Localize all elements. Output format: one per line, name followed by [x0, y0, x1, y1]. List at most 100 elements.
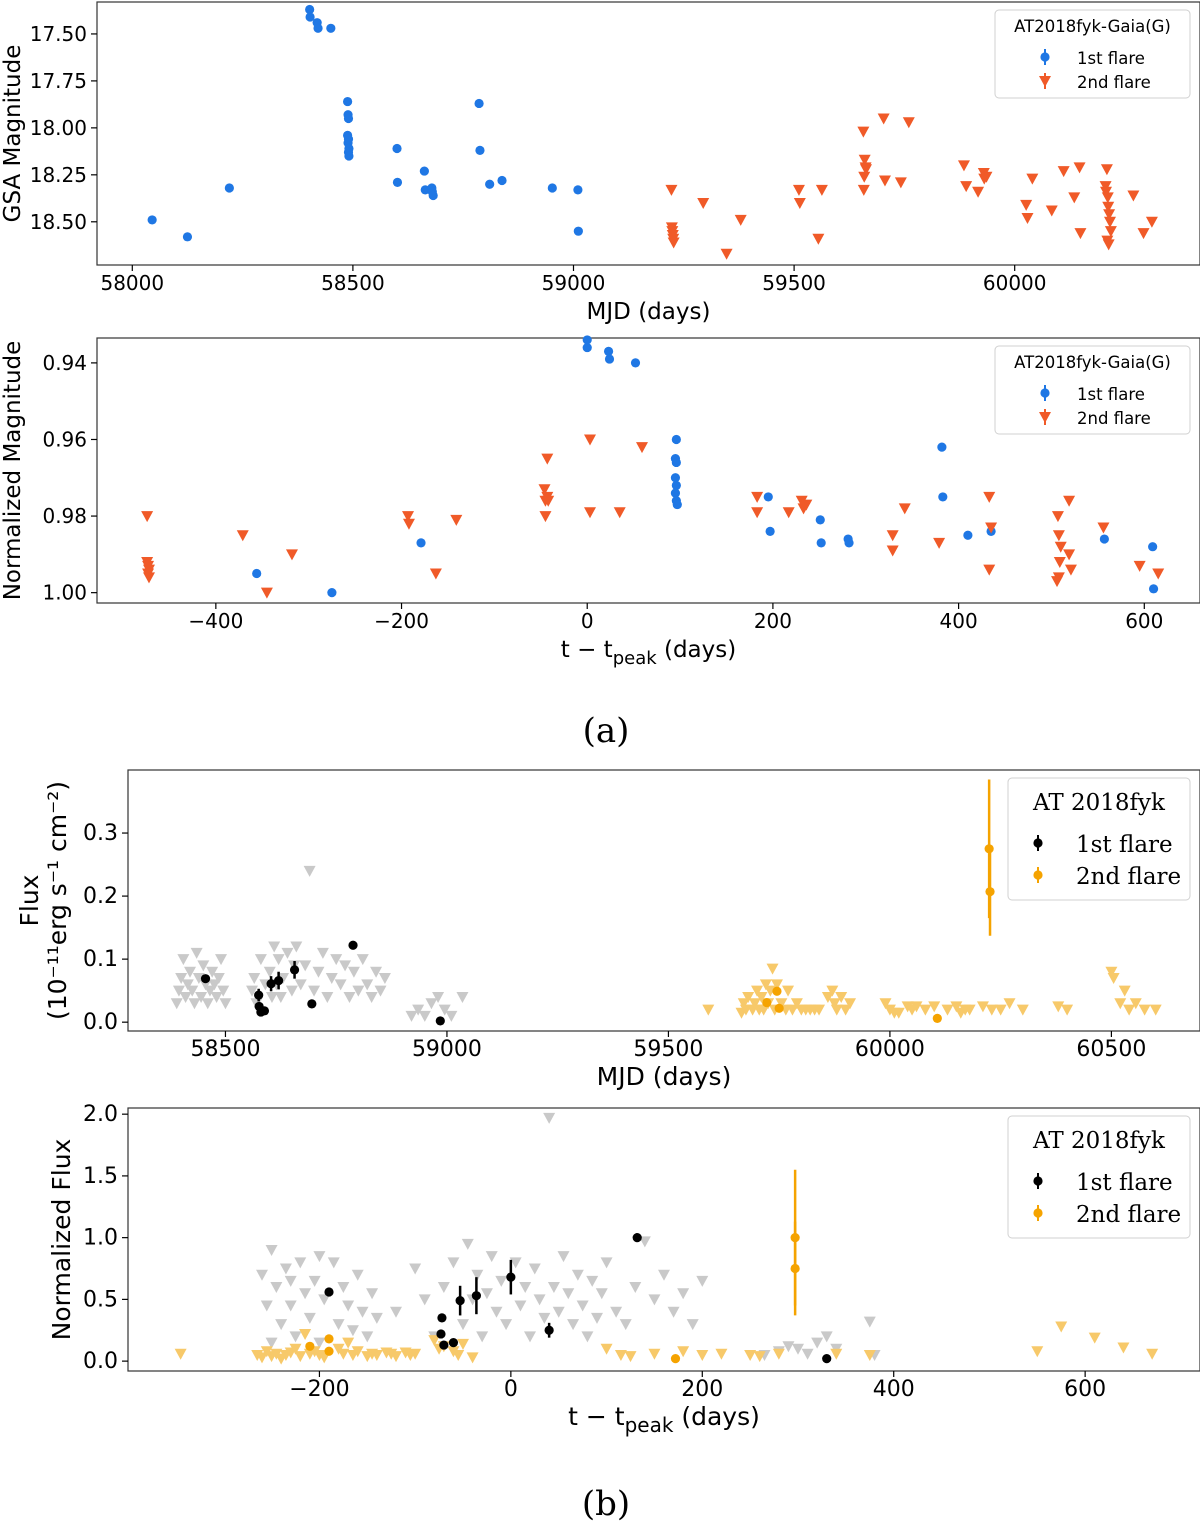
upper-limit-marker	[648, 1294, 661, 1306]
upper-limit-marker	[142, 572, 155, 584]
upper-limit-marker	[272, 954, 285, 966]
upper-limit-marker	[557, 1251, 570, 1263]
upper-limit-marker	[447, 1257, 460, 1269]
upper-limit-marker	[356, 954, 369, 966]
upper-limit-marker	[334, 979, 347, 991]
data-point	[506, 1272, 516, 1282]
legend-title: AT 2018fyk	[1032, 1128, 1166, 1154]
upper-limit-marker	[1052, 530, 1065, 542]
x-tick-label: 60000	[855, 1037, 925, 1062]
legend-label: 2nd flare	[1076, 1202, 1181, 1228]
upper-limit-marker	[600, 1343, 613, 1355]
upper-limit-marker	[1073, 162, 1086, 174]
upper-limit-marker	[1026, 173, 1039, 185]
data-point	[485, 179, 495, 189]
x-axis-label: t − tpeak (days)	[561, 637, 736, 669]
data-point	[305, 1341, 315, 1351]
legend-label: 1st flare	[1076, 1170, 1173, 1196]
data-point	[348, 940, 358, 950]
upper-limit-marker	[1068, 192, 1081, 204]
x-tick-label: 600	[1064, 1377, 1106, 1402]
x-tick-label: 200	[754, 609, 792, 633]
legend-title: AT2018fyk-Gaia(G)	[1014, 353, 1171, 372]
data-point	[670, 473, 681, 483]
data-point	[305, 4, 315, 15]
legend-box	[1007, 1115, 1191, 1239]
upper-limit-marker	[715, 1348, 728, 1360]
y-tick-label: 17.75	[30, 69, 87, 93]
plot-frame	[127, 1107, 1200, 1372]
series-1st-flare	[147, 4, 583, 242]
upper-limit-marker	[290, 941, 303, 953]
data-point	[844, 538, 854, 548]
y-tick-label: 0.96	[42, 427, 87, 451]
upper-limit-marker	[1100, 164, 1113, 176]
data-point	[762, 998, 772, 1008]
upper-limit-marker	[299, 1328, 312, 1340]
upper-limit-marker	[878, 175, 891, 187]
upper-limit-marker	[811, 1337, 824, 1349]
upper-limit-marker	[418, 1294, 431, 1306]
upper-limit-marker	[210, 991, 223, 1003]
upper-limit-marker	[600, 1257, 613, 1269]
upper-limit-marker	[285, 985, 298, 997]
upper-limit-marker	[332, 1319, 345, 1331]
upper-limit-marker	[294, 979, 307, 991]
upper-limit-marker	[547, 1282, 560, 1294]
upper-limit-marker	[629, 1282, 642, 1294]
y-tick-label: 0.5	[83, 1287, 118, 1312]
data-point	[326, 23, 336, 33]
upper-limit-marker	[456, 991, 469, 1003]
data-point	[471, 1291, 481, 1301]
upper-limit-marker	[170, 998, 183, 1010]
data-point	[671, 434, 681, 445]
upper-limit-marker	[289, 1331, 302, 1343]
y-axis-label: Flux	[15, 875, 44, 927]
upper-limit-marker	[201, 998, 214, 1010]
upper-limit-marker	[184, 966, 197, 978]
y-tick-label: 0.98	[42, 504, 87, 528]
data-point	[603, 346, 614, 357]
upper-limit-marker	[480, 1288, 493, 1300]
data-point	[790, 1263, 800, 1274]
upper-limit-marker	[370, 1312, 383, 1324]
upper-limit-marker	[793, 198, 806, 210]
upper-limit-marker	[562, 1288, 575, 1300]
upper-limit-marker	[766, 963, 779, 975]
upper-limit-marker	[1045, 205, 1058, 217]
data-point	[1148, 584, 1159, 594]
data-point	[604, 354, 615, 364]
upper-limit-marker	[815, 184, 828, 196]
upper-limit-marker	[285, 549, 298, 561]
upper-limit-marker	[812, 233, 825, 245]
legend-box	[1007, 777, 1191, 901]
upper-limit-marker	[1003, 998, 1016, 1010]
upper-limit-marker	[260, 1300, 273, 1312]
data-point	[582, 335, 592, 345]
legend: AT 2018fyk 1st flare 2nd flare	[1007, 777, 1191, 901]
upper-limit-marker	[190, 947, 203, 959]
data-point	[765, 526, 775, 536]
x-tick-label: −400	[188, 609, 243, 633]
upper-limit-marker	[686, 1319, 699, 1331]
upper-limit-marker	[1057, 166, 1070, 178]
data-point	[324, 1346, 334, 1356]
upper-limit-marker	[457, 1319, 469, 1331]
upper-limit-marker	[571, 1269, 584, 1281]
series-1st-flare-upper-limits	[256, 1112, 881, 1361]
upper-limit-marker	[485, 1251, 498, 1263]
legend: AT2018fyk-Gaia(G) 1st flare 2nd flare	[994, 9, 1191, 99]
upper-limit-marker	[960, 181, 973, 193]
legend-label: 2nd flare	[1077, 409, 1151, 428]
y-tick-label: 0.0	[83, 1349, 118, 1374]
upper-limit-marker	[236, 530, 249, 542]
legend-label: 1st flare	[1077, 49, 1145, 68]
upper-limit-marker	[366, 1288, 379, 1300]
x-tick-label: −200	[289, 1377, 349, 1402]
upper-limit-marker	[361, 1331, 374, 1343]
upper-limit-marker	[409, 1263, 422, 1275]
y-tick-label: 1.00	[42, 581, 87, 605]
data-point	[670, 488, 681, 498]
upper-limit-marker	[425, 998, 438, 1010]
series-2nd-flare	[141, 434, 1165, 599]
